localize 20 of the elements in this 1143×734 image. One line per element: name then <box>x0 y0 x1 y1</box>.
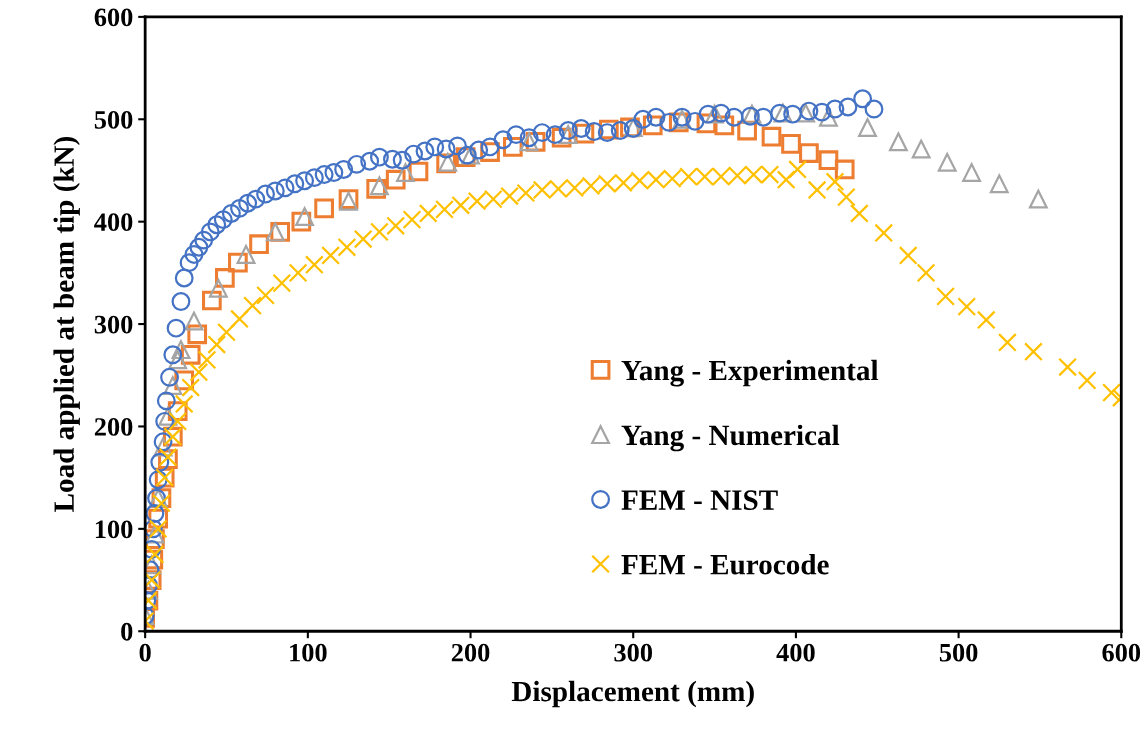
y-tick-label: 100 <box>95 520 133 539</box>
y-tick-label: 200 <box>94 418 133 436</box>
y-tick-label: 300 <box>94 315 133 334</box>
x-tick-label: 0 <box>139 643 151 662</box>
legend-label: Yang - Numerical <box>621 424 840 452</box>
y-tick-label: 600 <box>94 8 133 27</box>
x-tick-label: 500 <box>939 643 978 662</box>
y-tick-label: 400 <box>94 213 133 232</box>
y-tick-label: 500 <box>94 110 133 129</box>
x-tick-label: 400 <box>776 643 815 662</box>
x-tick-label: 100 <box>290 643 327 662</box>
x-axis-title: Displacement (mm) <box>511 680 754 708</box>
legend-label: FEM - Eurocode <box>621 553 829 575</box>
x-tick-label: 600 <box>1102 643 1141 662</box>
x-tick-label: 300 <box>614 643 653 662</box>
legend-label: Yang - Experimental <box>621 359 879 387</box>
legend-label: FEM - NIST <box>621 490 778 510</box>
y-tick-label: 0 <box>121 622 133 641</box>
x-tick-label: 200 <box>451 643 490 662</box>
y-axis-title: Load applied at beam tip (kN) <box>53 136 80 512</box>
